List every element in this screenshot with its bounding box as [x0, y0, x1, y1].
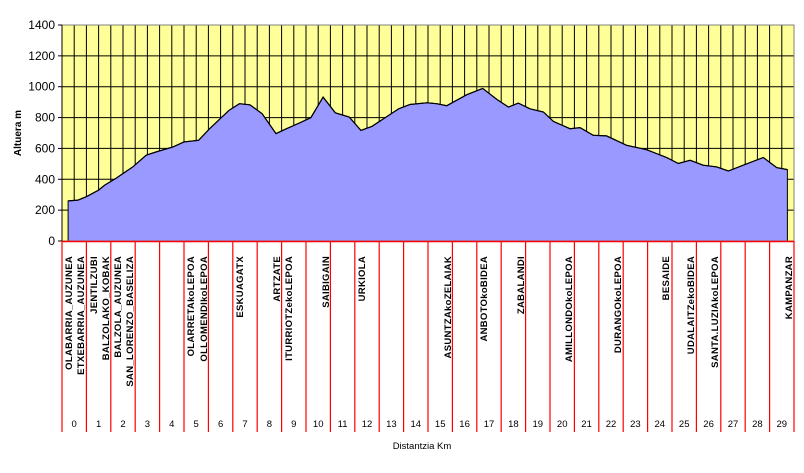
elevation-line — [68, 87, 788, 202]
location-label: BALZOLAKO_KOBAK — [101, 256, 112, 360]
y-axis-title: Altuera m — [13, 110, 24, 156]
km-label: 3 — [145, 419, 150, 430]
location-label: OLARRETAkoLEPOA — [186, 256, 197, 356]
location-label: ITURRIOTZekoLEPOA — [284, 256, 295, 361]
location-label: ANBOTOkoBIDEA — [479, 256, 490, 342]
km-label: 27 — [728, 419, 739, 430]
location-label: AMILLONDOkoLEPOA — [564, 256, 575, 362]
location-label: UDALAITZekoBIDEA — [686, 256, 697, 354]
location-label: ASUNTZAkoZELAIAK — [443, 256, 454, 358]
y-tick-label: 1000 — [28, 80, 55, 94]
km-labels: 0 1 2 3 4 5 6 7 8 9 10 11 12 13 14 15 16 17 18 19 20 21 22 23 24… — [72, 419, 788, 430]
x-axis-title: Distantzia Km — [393, 441, 452, 452]
location-label: BALZOLA_AUZUNEA — [113, 256, 124, 358]
km-label: 29 — [777, 419, 788, 430]
km-label: 28 — [752, 419, 763, 430]
location-labels: OLABARRIA_AUZUNEA ETXEBARRIA_AUZUNEA JENTI… — [64, 256, 795, 387]
km-label: 19 — [533, 419, 544, 430]
y-tick-label: 600 — [35, 141, 55, 155]
km-label: 6 — [218, 419, 223, 430]
location-label: ZABALANDI — [516, 256, 527, 314]
y-tick-label: 1400 — [28, 18, 55, 32]
location-label: ETXEBARRIA_AUZUNEA — [76, 256, 87, 375]
location-label: ARTZATE — [272, 256, 283, 302]
km-label: 25 — [679, 419, 690, 430]
km-label: 9 — [291, 419, 296, 430]
location-label: OLLOMENDIkoLEPOA — [199, 256, 210, 362]
location-label: DURANGOkoLEPOA — [613, 256, 624, 353]
location-label: URKIOLA — [357, 256, 368, 301]
km-label: 7 — [242, 419, 247, 430]
km-label: 13 — [386, 419, 397, 430]
y-tick-label: 400 — [35, 172, 55, 186]
km-label: 22 — [606, 419, 617, 430]
km-label: 20 — [557, 419, 568, 430]
y-tick-label: 0 — [48, 234, 55, 248]
km-label: 17 — [484, 419, 495, 430]
y-tick-label: 800 — [35, 111, 55, 125]
location-label: OLABARRIA_AUZUNEA — [64, 256, 75, 370]
y-tick-label: 1200 — [28, 49, 55, 63]
km-label: 18 — [508, 419, 519, 430]
km-label: 12 — [362, 419, 373, 430]
km-label: 1 — [96, 419, 101, 430]
location-label: ESKUAGATX — [235, 256, 246, 318]
km-label: 4 — [169, 419, 174, 430]
km-label: 0 — [72, 419, 77, 430]
km-label: 14 — [411, 419, 422, 430]
km-separators — [61, 240, 795, 432]
km-label: 11 — [338, 419, 348, 430]
km-label: 24 — [655, 419, 666, 430]
km-label: 23 — [630, 419, 641, 430]
location-label: JENTILZUBI — [89, 256, 100, 314]
km-label: 21 — [581, 419, 592, 430]
km-label: 10 — [313, 419, 324, 430]
location-label: BESAIDE — [661, 256, 672, 300]
km-label: 8 — [267, 419, 272, 430]
y-ticks: 0 200 400 600 800 1000 1200 1400 — [28, 18, 62, 248]
km-label: 26 — [703, 419, 714, 430]
km-label: 5 — [194, 419, 199, 430]
y-tick-label: 200 — [35, 203, 55, 217]
location-label: SANTA.LUZIAkoLEPOA — [710, 256, 721, 368]
km-label: 2 — [120, 419, 125, 430]
location-label: SAN_LORENZO_BASELIZA — [125, 256, 136, 387]
location-label: SAIBIGAIN — [321, 256, 332, 308]
location-label: KAMPANZAR — [784, 256, 795, 319]
km-label: 16 — [459, 419, 470, 430]
km-label: 15 — [435, 419, 446, 430]
